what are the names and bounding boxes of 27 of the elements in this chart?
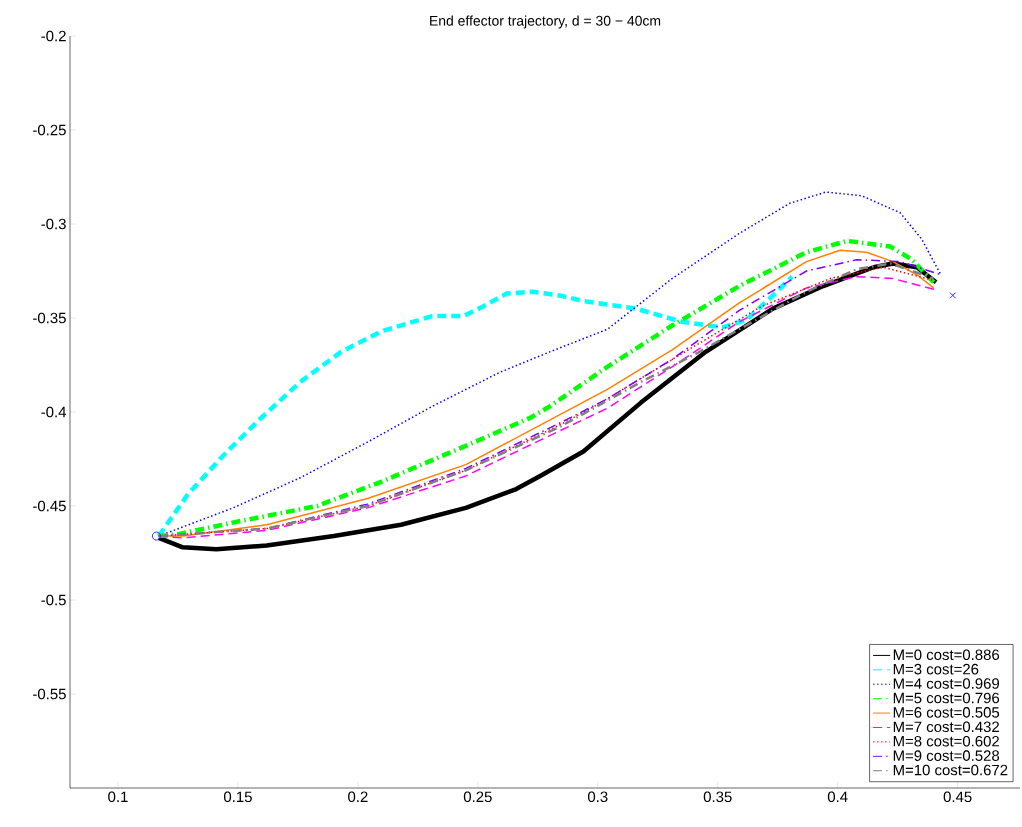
x-tick-label: 0.3 [587, 791, 608, 803]
line-series [156, 274, 795, 539]
x-tick-label: 0.2 [348, 791, 368, 803]
legend-label: M=9 cost=0.528 [893, 750, 1000, 761]
y-tick-label: -0.2 [41, 30, 66, 42]
legend-label: M=0 cost=0.886 [893, 649, 1000, 661]
legend-label: M=5 cost=0.796 [893, 692, 1000, 704]
x-tick-label: 0.25 [463, 791, 492, 803]
y-tick-label: -0.35 [33, 312, 66, 324]
x-tick-label: 0.15 [223, 791, 252, 803]
legend-label: M=7 cost=0.432 [893, 721, 999, 733]
x-tick-label: 0.1 [108, 791, 128, 803]
chart-title: End effector trajectory, d = 30 − 40cm [430, 15, 661, 29]
legend-label: M=10 cost=0.672 [893, 764, 1008, 776]
y-tick-label: -0.45 [33, 500, 66, 512]
y-tick-label: -0.4 [41, 406, 67, 418]
y-tick-label: -0.3 [41, 218, 66, 230]
y-tick-label: -0.55 [33, 688, 66, 700]
legend-label: M=4 cost=0.969 [893, 678, 1000, 689]
x-tick-label: 0.45 [943, 791, 972, 803]
x-tick-label: 0.4 [827, 791, 848, 803]
legend-label: M=3 cost=26 [893, 663, 979, 675]
y-tick-label: -0.5 [41, 594, 66, 606]
legend-label: M=6 cost=0.505 [893, 707, 1000, 718]
legend-label: M=8 cost=0.602 [893, 735, 999, 747]
y-tick-label: -0.25 [33, 124, 66, 136]
x-tick-label: 0.35 [703, 791, 732, 803]
